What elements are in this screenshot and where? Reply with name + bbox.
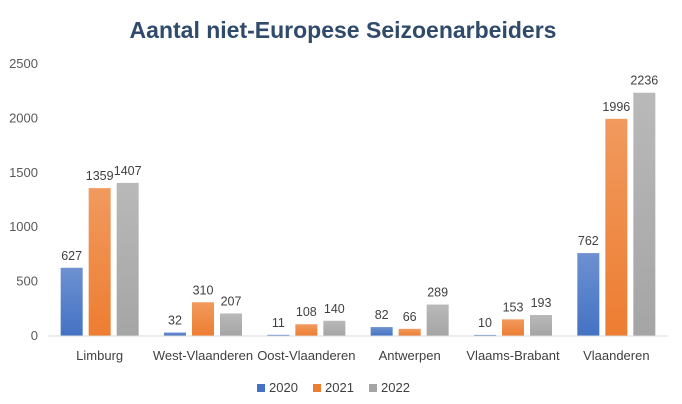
bar [220, 313, 242, 336]
bar [530, 315, 552, 336]
bar [295, 324, 318, 336]
y-tick-label: 500 [16, 274, 38, 289]
data-label: 289 [427, 286, 448, 300]
data-label: 82 [375, 308, 389, 322]
legend-swatch [369, 384, 377, 392]
data-label: 207 [221, 294, 242, 308]
legend-label: 2021 [325, 380, 354, 395]
data-label: 1996 [602, 100, 630, 114]
x-axis: Limburg West-Vlaanderen Oost-Vlaanderen Ant… [48, 335, 668, 363]
bars [60, 92, 656, 336]
bar [474, 334, 496, 336]
category-label: Limburg [76, 348, 123, 363]
bar [267, 334, 290, 336]
data-label: 10 [478, 316, 492, 330]
legend-swatch [313, 384, 321, 392]
category-label: Vlaams-Brabant [466, 348, 560, 363]
y-axis: 0 500 1000 1500 2000 2500 [9, 56, 38, 343]
data-label: 32 [168, 314, 182, 328]
y-tick-label: 2500 [9, 56, 38, 71]
bar [323, 320, 346, 336]
data-label: 193 [531, 296, 552, 310]
bar [502, 319, 524, 336]
data-label: 153 [503, 300, 524, 314]
bar [116, 182, 139, 336]
data-label: 66 [403, 310, 417, 324]
legend-label: 2020 [269, 380, 298, 395]
bar [633, 92, 656, 336]
data-label: 140 [324, 302, 345, 316]
legend: 2020 2021 2022 [257, 380, 410, 395]
legend-swatch [257, 384, 265, 392]
y-tick-label: 2000 [9, 110, 38, 125]
category-label: West-Vlaanderen [153, 348, 253, 363]
data-label: 310 [193, 283, 214, 297]
data-label: 11 [272, 316, 285, 330]
data-label: 627 [61, 249, 82, 263]
bar [60, 267, 83, 336]
bar [164, 332, 186, 336]
data-label: 108 [296, 305, 317, 319]
category-label: Vlaanderen [583, 348, 650, 363]
category-label: Oost-Vlaanderen [257, 348, 355, 363]
bar [192, 302, 214, 336]
bar [605, 118, 628, 336]
y-tick-label: 1000 [9, 219, 38, 234]
y-tick-label: 1500 [9, 165, 38, 180]
bar [398, 328, 421, 336]
bar [577, 253, 600, 336]
data-label: 1407 [114, 164, 142, 178]
data-labels: 627 1359 1407 32 310 207 11 108 140 82 66 289 10 153 1… [61, 74, 658, 330]
bar [426, 304, 449, 336]
legend-label: 2022 [381, 380, 410, 395]
data-label: 1359 [86, 169, 114, 183]
bar [370, 327, 393, 336]
chart-title: Aantal niet-Europese Seizoenarbeiders [130, 17, 557, 43]
y-tick-label: 0 [31, 328, 38, 343]
category-label: Antwerpen [379, 348, 441, 363]
data-label: 2236 [630, 74, 658, 88]
bar [88, 188, 111, 336]
data-label: 762 [578, 234, 599, 248]
